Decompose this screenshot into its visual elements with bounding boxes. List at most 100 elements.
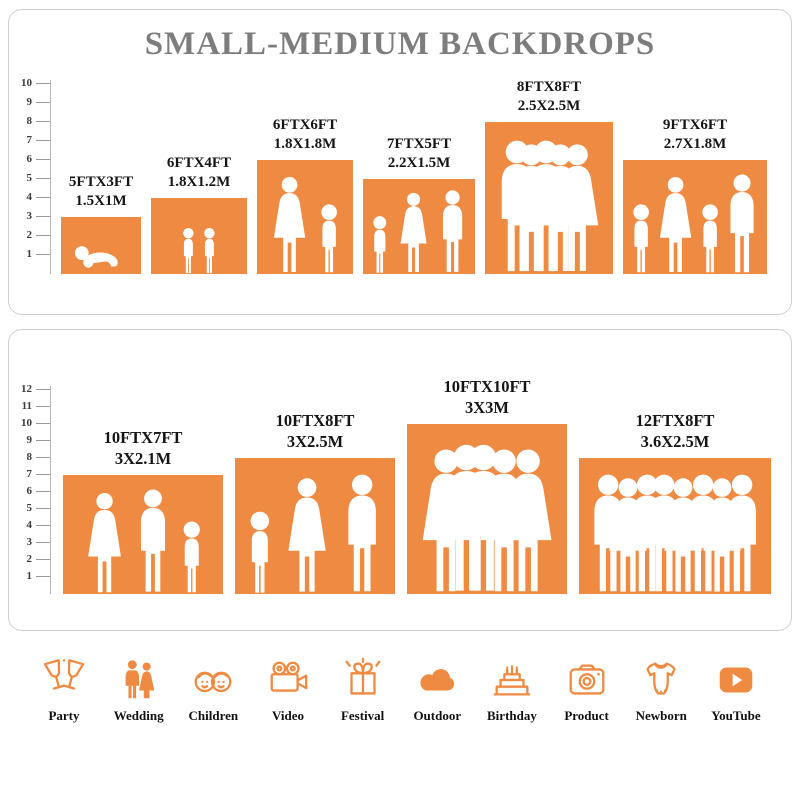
ruler-number: 6 [26,153,33,165]
female-silhouette-icon [652,176,699,274]
ruler-tick: 7 [27,468,51,480]
ruler-number: 1 [26,248,33,260]
ruler-tick: 12 [21,383,51,395]
child-silhouette-icon [315,203,343,274]
category-birthday: Birthday [478,657,546,724]
ruler-tick: 6 [27,485,51,497]
baby-silhouette-icon [73,241,129,274]
ruler-tick: 7 [27,134,51,146]
ruler-tick: 4 [27,519,51,531]
size-feet: 10FTX10FT [443,376,531,396]
category-children: Children [179,657,247,724]
backdrop-preview [623,160,767,274]
wedding-icon [116,657,162,703]
ruler-number: 9 [26,434,33,446]
category-party: Party [30,657,98,724]
backdrop-item: 10FTX7FT 3X2.1M [63,427,223,594]
page-title: SMALL-MEDIUM BACKDROPS [144,26,656,62]
backdrop-size-label: 12FTX8FT 3.6X2.5M [636,410,715,452]
ruler-tick: 8 [27,115,51,127]
ruler-tick: 4 [27,191,51,203]
ruler-tick: 1 [27,248,51,260]
category-label: Outdoor [413,708,462,723]
male-silhouette-icon [717,474,767,594]
size-feet: 12FTX8FT [635,410,715,430]
child-silhouette-icon [243,510,277,594]
ruler-tick: 3 [27,536,51,548]
ruler-number: 3 [26,210,33,222]
ruler-tick: 2 [27,553,51,565]
child-silhouette-icon [627,203,655,274]
size-feet: 8FTX8FT [516,78,582,95]
ruler-number: 1 [26,570,33,582]
ruler: 1 2 3 4 5 6 7 8 9 10 [17,77,51,274]
female-silhouette-icon [279,477,335,594]
ruler-tick: 10 [21,77,51,89]
ruler-number: 4 [26,191,33,203]
backdrop-size-label: 7FTX5FT 2.2X1.5M [387,135,451,173]
child-silhouette-icon [696,203,724,274]
video-icon [265,657,311,703]
category-row: Party Wedding [8,657,792,724]
size-feet: 10FTX7FT [103,427,183,447]
size-chart-small-medium: 1 2 3 4 5 6 7 8 9 10 5FTX3FT 1.5X1M 6FTX4FT 1.8X1… [17,77,783,274]
male-silhouette-icon [337,474,387,594]
ruler-tick: 9 [27,96,51,108]
backdrop-size-label: 10FTX10FT 3X3M [443,376,530,418]
backdrop-preview [363,179,475,274]
backdrop-size-label: 6FTX4FT 1.8X1.2M [167,154,231,192]
male-silhouette-icon [721,174,763,274]
ruler-number: 7 [26,468,33,480]
category-youtube: YouTube [702,657,770,724]
male-silhouette-icon [131,489,175,594]
backdrop-item: 10FTX10FT 3X3M [407,376,567,594]
ruler-number: 5 [26,502,33,514]
size-meters: 3X2.5M [286,431,344,451]
size-feet: 6FTX4FT [166,154,232,171]
backdrop-item: 5FTX3FT 1.5X1M [61,173,141,274]
backdrop-item: 6FTX4FT 1.8X1.2M [151,154,247,274]
newborn-icon [638,657,684,703]
backdrop-item: 10FTX8FT 3X2.5M [235,410,395,594]
backdrop-preview [61,217,141,274]
backdrop-item: 12FTX8FT 3.6X2.5M [579,410,771,594]
backdrop-size-label: 10FTX7FT 3X2.1M [104,427,183,469]
ruler-tick: 3 [27,210,51,222]
party-icon [41,657,87,703]
size-feet: 7FTX5FT [386,135,452,152]
child-silhouette-icon [179,227,198,274]
backdrop-size-label: 10FTX8FT 3X2.5M [276,410,355,452]
backdrop-preview [485,122,613,274]
size-meters: 2.5X2.5M [517,97,581,114]
male-silhouette-icon [435,190,470,274]
category-label: YouTube [711,708,761,723]
category-label: Children [188,708,239,723]
ruler-number: 6 [26,485,33,497]
category-label: Birthday [487,708,537,723]
outdoor-icon [414,657,460,703]
category-label: Wedding [113,708,164,723]
size-meters: 2.7X1.8M [663,135,727,152]
ruler-number: 7 [26,134,33,146]
category-product: Product [553,657,621,724]
female-silhouette-icon [493,448,563,594]
size-feet: 5FTX3FT [68,173,134,190]
backdrop-preview [235,458,395,594]
size-feet: 10FTX8FT [275,410,355,430]
backdrop-size-label: 6FTX6FT 1.8X1.8M [273,116,337,154]
child-silhouette-icon [200,227,219,274]
ruler-tick: 5 [27,172,51,184]
ruler-tick: 8 [27,451,51,463]
ruler-number: 3 [26,536,33,548]
ruler-tick: 6 [27,153,51,165]
backdrop-preview [151,198,247,274]
female-silhouette-icon [80,492,129,594]
female-silhouette-icon [394,192,433,274]
female-silhouette-icon [266,176,313,274]
category-label: Festival [340,708,385,723]
size-chart-large: 1 2 3 4 5 6 7 8 9 10 11 12 10FTX7FT 3X2.1M 10FTX8FT… [17,376,783,594]
backdrop-size-label: 5FTX3FT 1.5X1M [69,173,133,211]
ruler-number: 4 [26,519,33,531]
ruler-tick: 2 [27,229,51,241]
